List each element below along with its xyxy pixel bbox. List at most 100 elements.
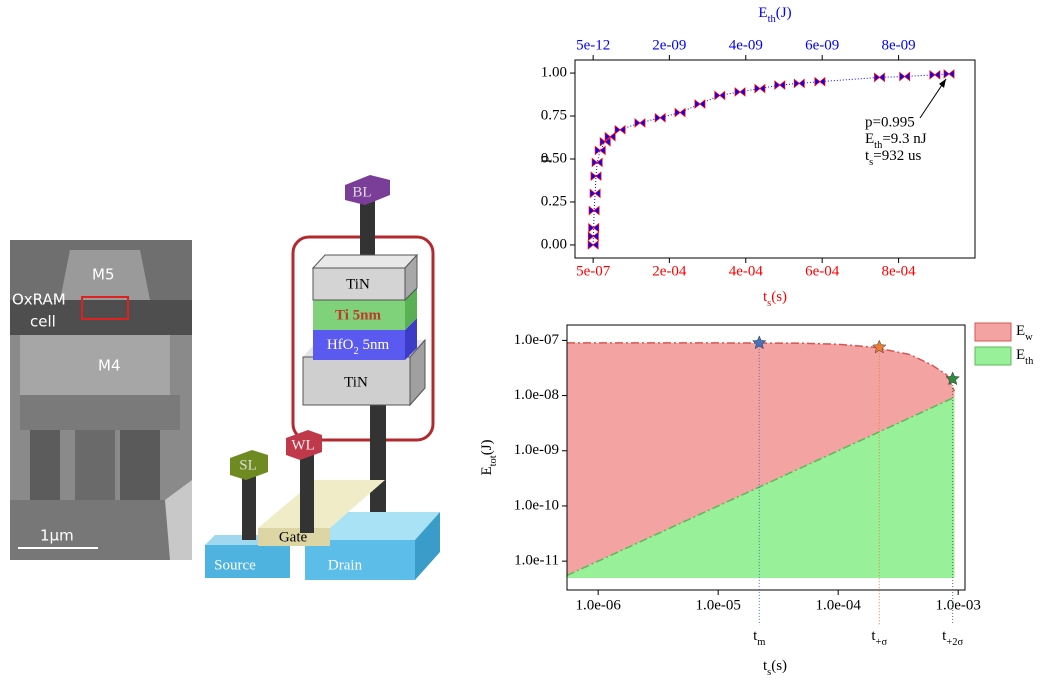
marker-label-part: t — [871, 628, 876, 644]
x2-tick-label: 6e-09 — [805, 37, 839, 53]
point — [614, 124, 626, 135]
marker-label: tm — [753, 628, 765, 647]
x-tick-label: 2e-04 — [652, 263, 687, 279]
area — [567, 397, 955, 578]
point — [929, 69, 941, 80]
y-tick-label: 0.50 — [541, 150, 567, 166]
legend-label-part: th — [1025, 356, 1034, 367]
point — [814, 76, 826, 87]
point — [754, 83, 766, 94]
x-axis-title: ts(s) — [763, 658, 787, 677]
point — [588, 222, 600, 233]
x-tick-label: 4e-04 — [729, 263, 764, 279]
point — [694, 99, 706, 109]
legend-label: Eth — [1016, 347, 1034, 366]
annotation: Eth=9.3 nJ — [865, 131, 927, 150]
device-diagram — [205, 175, 440, 580]
y-tick-label: 1.0e-09 — [514, 442, 559, 458]
x-tick-label: 1.0e-05 — [695, 597, 740, 613]
plot-frame — [566, 324, 966, 591]
device-label: SL — [239, 457, 257, 473]
point — [587, 231, 599, 242]
legend-swatch — [974, 322, 1012, 342]
device-label: TiN — [346, 276, 370, 292]
annotation: p=0.995 — [865, 114, 915, 130]
point — [590, 171, 602, 182]
device-label: HfO2 5nm — [327, 337, 390, 356]
x-tick-label: 1.0e-06 — [575, 597, 621, 613]
x2-axis-title-part: E — [758, 5, 767, 21]
sem-label: OxRAM — [12, 291, 66, 309]
y-axis-title: Etot(J) — [479, 439, 498, 475]
device-label: TiN — [344, 374, 368, 390]
point — [793, 78, 805, 89]
marker-label: t+2σ — [942, 628, 963, 647]
point — [599, 136, 611, 147]
annotation-part: =932 us — [873, 148, 921, 164]
x2-tick-label: 5e-12 — [576, 37, 610, 53]
point — [714, 90, 726, 101]
marker-star — [751, 335, 767, 350]
x2-tick-label: 4e-09 — [729, 37, 763, 53]
device-label-part: 2 — [354, 346, 359, 357]
x-axis-title-part: (s) — [771, 289, 787, 305]
y-axis-title: p — [536, 155, 552, 163]
device-label: Source — [214, 557, 256, 573]
sem-image — [10, 240, 192, 560]
legend-label: Ew — [1016, 323, 1033, 342]
y-axis-title-part: tot — [488, 455, 499, 466]
point — [674, 107, 686, 118]
x-axis-title: ts(s) — [763, 289, 787, 308]
x-axis-title-part: (s) — [771, 658, 787, 674]
annotation-arrowhead — [939, 78, 947, 88]
annotation: ts=932 us — [865, 148, 921, 167]
marker-label-part: m — [757, 637, 765, 648]
y-tick-label: 1.0e-10 — [514, 497, 559, 513]
annotation-part: =9.3 nJ — [882, 131, 926, 147]
x-axis-title-part: t — [763, 658, 768, 674]
annotation-part: t — [865, 148, 870, 164]
y-axis-title-part: E — [479, 466, 495, 475]
sem-label: M4 — [98, 357, 121, 375]
y-tick-label: 0.25 — [541, 193, 567, 209]
point — [943, 69, 955, 79]
point — [594, 145, 606, 156]
point — [654, 112, 666, 123]
legend-swatch — [974, 346, 1012, 366]
x2-tick-label: 2e-09 — [652, 37, 686, 53]
x-axis-title-part: s — [767, 667, 771, 678]
area-edge — [566, 396, 955, 577]
y-tick-label: 0.75 — [541, 107, 567, 123]
y-tick-label: 1.0e-11 — [514, 553, 559, 569]
point — [589, 188, 601, 199]
point — [734, 87, 746, 97]
point — [588, 205, 600, 216]
point — [899, 71, 911, 82]
marker-star — [871, 339, 887, 354]
x-tick-label: 6e-04 — [805, 263, 840, 279]
marker-label-part: +2σ — [946, 637, 963, 648]
x-tick-label: 1.0e-03 — [935, 597, 980, 613]
marker-label: t+σ — [871, 628, 887, 647]
device-label-part: 5nm — [359, 337, 390, 353]
x2-tick-label: 8e-09 — [882, 37, 916, 53]
point — [774, 80, 786, 90]
annotation-part: th — [874, 140, 883, 151]
marker-label-part: t — [753, 628, 758, 644]
x2-axis-title-part: th — [768, 14, 777, 25]
point — [591, 157, 603, 168]
x2-axis-title: Eth(J) — [758, 5, 791, 24]
point — [587, 240, 599, 250]
annotation-part: s — [869, 157, 873, 168]
legend-label-part: w — [1025, 332, 1033, 343]
x-tick-label: 1.0e-04 — [815, 597, 861, 613]
area-edge — [567, 342, 956, 392]
y-tick-label: 1.00 — [541, 65, 567, 81]
device-label: Drain — [328, 557, 363, 573]
legend-label-part: E — [1016, 323, 1025, 339]
y-axis-title-part: (J) — [479, 439, 495, 455]
x-axis-title-part: t — [763, 289, 768, 305]
scale-bar-label: 1μm — [40, 527, 74, 545]
y-tick-label: 1.0e-08 — [514, 387, 559, 403]
